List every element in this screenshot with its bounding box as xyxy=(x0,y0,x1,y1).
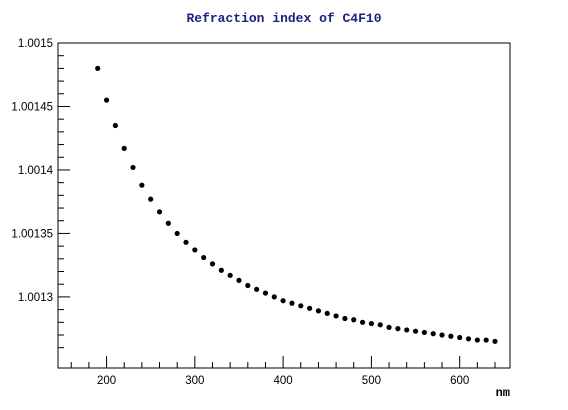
data-point xyxy=(430,331,436,337)
y-tick-label: 1.00145 xyxy=(11,101,53,113)
data-points xyxy=(95,65,498,344)
data-point xyxy=(483,337,489,343)
data-point xyxy=(121,145,127,151)
data-point xyxy=(183,239,189,245)
data-point xyxy=(103,97,110,103)
data-point xyxy=(165,220,171,226)
data-point xyxy=(156,209,163,215)
data-point xyxy=(209,261,216,267)
data-point xyxy=(139,182,145,188)
data-point xyxy=(412,328,419,334)
data-point xyxy=(280,298,286,304)
plot-frame xyxy=(57,42,511,369)
x-tick-label: 500 xyxy=(362,375,381,387)
data-point xyxy=(245,282,251,289)
data-point xyxy=(351,317,357,323)
y-tick-label: 1.00135 xyxy=(11,228,53,240)
data-point xyxy=(465,336,472,342)
data-point xyxy=(218,267,224,273)
data-point xyxy=(474,337,480,343)
chart-title: Refraction index of C4F10 xyxy=(186,11,381,26)
data-point xyxy=(95,65,101,71)
data-point xyxy=(439,332,445,338)
data-point xyxy=(457,334,463,341)
axes: 200 300 400 500 600 1.0013 1.00135 1.0014 1.0014… xyxy=(11,38,511,387)
x-axis-label: nm xyxy=(496,386,510,400)
data-point xyxy=(395,326,401,332)
x-tick-label: 600 xyxy=(450,375,469,387)
data-point xyxy=(492,338,498,344)
x-tick-label: 200 xyxy=(97,375,116,387)
y-tick-label: 1.0013 xyxy=(18,292,53,304)
x-tick-label: 300 xyxy=(185,375,204,387)
data-point xyxy=(448,333,454,339)
y-tick-label: 1.0014 xyxy=(18,165,54,177)
data-point xyxy=(262,290,269,296)
data-point xyxy=(289,300,295,306)
data-point xyxy=(236,277,242,284)
y-tick-label: 1.0015 xyxy=(18,38,53,50)
data-point xyxy=(112,122,118,129)
data-point xyxy=(174,230,180,237)
data-point xyxy=(421,329,427,336)
data-point xyxy=(298,303,304,309)
data-point xyxy=(368,320,374,327)
data-point xyxy=(148,196,154,202)
x-tick-label: 400 xyxy=(274,375,293,387)
data-point xyxy=(315,308,322,314)
data-point xyxy=(359,319,366,325)
data-point xyxy=(227,272,233,278)
data-point xyxy=(404,327,410,333)
data-point xyxy=(130,164,136,171)
data-point xyxy=(333,313,339,319)
data-point xyxy=(254,286,260,292)
data-point xyxy=(201,254,207,261)
data-point xyxy=(271,294,277,300)
data-point xyxy=(192,247,198,253)
data-point xyxy=(342,315,348,322)
data-point xyxy=(386,324,392,330)
data-point xyxy=(324,310,330,317)
data-point xyxy=(377,322,383,328)
data-point xyxy=(307,305,313,311)
